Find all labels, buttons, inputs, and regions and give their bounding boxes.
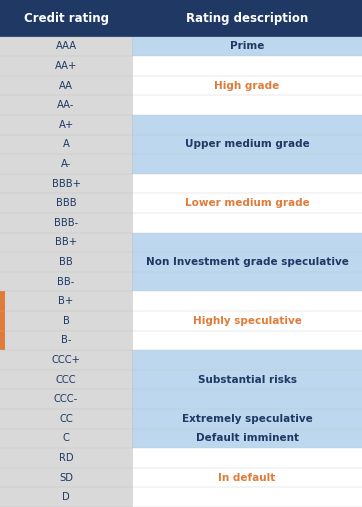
Bar bbox=[132, 292, 362, 350]
Text: RD: RD bbox=[59, 453, 73, 463]
Text: BBB+: BBB+ bbox=[51, 178, 81, 189]
Bar bbox=[132, 174, 362, 233]
Bar bbox=[132, 115, 362, 174]
Text: Credit rating: Credit rating bbox=[24, 12, 109, 25]
Text: C: C bbox=[63, 433, 70, 444]
Bar bbox=[132, 0, 362, 37]
Text: BBB: BBB bbox=[56, 198, 76, 208]
Text: BB: BB bbox=[59, 257, 73, 267]
Text: High grade: High grade bbox=[214, 81, 280, 91]
Text: A+: A+ bbox=[58, 120, 74, 130]
Text: In default: In default bbox=[218, 473, 276, 483]
Bar bbox=[132, 428, 362, 448]
Bar bbox=[132, 56, 362, 115]
Text: SD: SD bbox=[59, 473, 73, 483]
Text: B+: B+ bbox=[58, 296, 74, 306]
Text: Extremely speculative: Extremely speculative bbox=[182, 414, 312, 424]
Text: Non Investment grade speculative: Non Investment grade speculative bbox=[146, 257, 349, 267]
Text: Default imminent: Default imminent bbox=[195, 433, 299, 444]
Text: AA-: AA- bbox=[58, 100, 75, 110]
Text: AA+: AA+ bbox=[55, 61, 77, 71]
Text: AAA: AAA bbox=[55, 41, 77, 51]
Text: CCC: CCC bbox=[56, 375, 76, 385]
Bar bbox=[132, 350, 362, 409]
Bar bbox=[132, 409, 362, 428]
Bar bbox=[132, 233, 362, 292]
Text: Lower medium grade: Lower medium grade bbox=[185, 198, 310, 208]
Text: CC: CC bbox=[59, 414, 73, 424]
Text: D: D bbox=[62, 492, 70, 502]
Text: Upper medium grade: Upper medium grade bbox=[185, 139, 310, 150]
Text: A: A bbox=[63, 139, 70, 150]
Text: Prime: Prime bbox=[230, 41, 264, 51]
Text: B: B bbox=[63, 316, 70, 326]
Text: B-: B- bbox=[61, 335, 71, 345]
Bar bbox=[0, 292, 5, 350]
Text: BB-: BB- bbox=[58, 276, 75, 286]
Text: CCC+: CCC+ bbox=[51, 355, 81, 365]
Bar bbox=[0, 0, 132, 37]
Bar bbox=[132, 448, 362, 507]
Text: Rating description: Rating description bbox=[186, 12, 308, 25]
Bar bbox=[132, 37, 362, 56]
Text: Substantial risks: Substantial risks bbox=[198, 375, 296, 385]
Text: BBB-: BBB- bbox=[54, 218, 78, 228]
Text: BB+: BB+ bbox=[55, 237, 77, 247]
Text: Highly speculative: Highly speculative bbox=[193, 316, 302, 326]
Bar bbox=[0, 37, 132, 507]
Text: A-: A- bbox=[61, 159, 71, 169]
Text: CCC-: CCC- bbox=[54, 394, 78, 404]
Text: AA: AA bbox=[59, 81, 73, 91]
